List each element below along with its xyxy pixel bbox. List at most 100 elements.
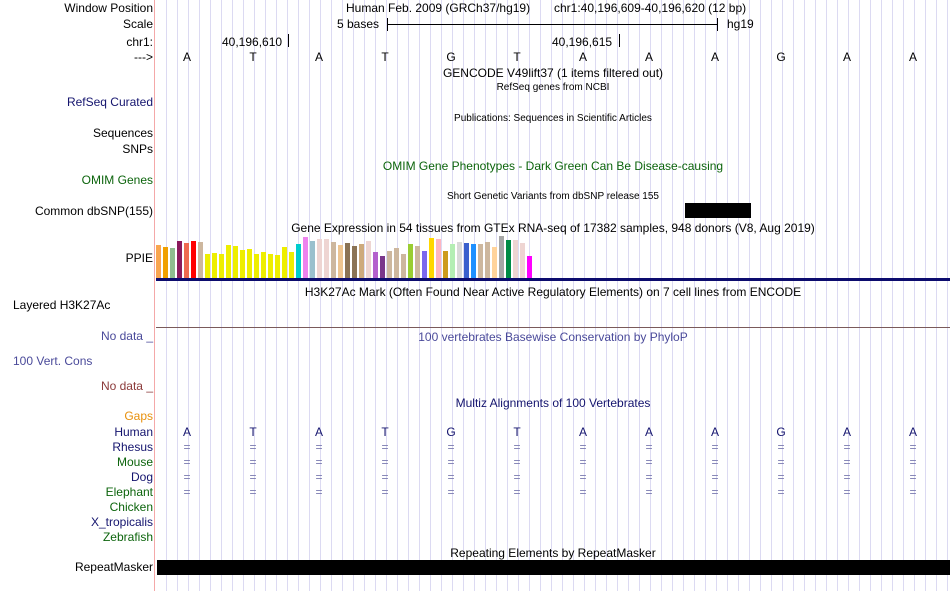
species-label[interactable]: X_tropicalis xyxy=(90,515,153,529)
gtex-tissue-bar[interactable] xyxy=(408,244,413,278)
label-omim[interactable]: OMIM Genes xyxy=(81,173,153,187)
label-gtex[interactable]: PPIE xyxy=(125,251,153,265)
gtex-tissue-bar[interactable] xyxy=(471,244,476,278)
gtex-tissue-bar[interactable] xyxy=(296,244,301,278)
gtex-tissue-bar[interactable] xyxy=(254,254,259,278)
gtex-tissue-bar[interactable] xyxy=(443,251,448,278)
gtex-tissue-bar[interactable] xyxy=(268,254,273,278)
gtex-tissue-bar[interactable] xyxy=(492,247,497,278)
track-title-dbsnp[interactable]: Short Genetic Variants from dbSNP releas… xyxy=(447,191,659,202)
gtex-tissue-bar[interactable] xyxy=(240,250,245,278)
gtex-tissue-bar[interactable] xyxy=(338,245,343,278)
species-label[interactable]: Zebrafish xyxy=(102,530,153,544)
gtex-tissue-bar[interactable] xyxy=(429,238,434,278)
track-title-phylop[interactable]: 100 vertebrates Basewise Conservation by… xyxy=(418,330,688,344)
label-refseq[interactable]: RefSeq Curated xyxy=(66,95,153,109)
gtex-tissue-bar[interactable] xyxy=(317,239,322,278)
gtex-tissue-bar[interactable] xyxy=(436,239,441,278)
label-chrom[interactable]: chr1: xyxy=(126,35,153,49)
track-title-repeatmasker[interactable]: Repeating Elements by RepeatMasker xyxy=(450,546,656,560)
species-label[interactable]: Chicken xyxy=(109,500,153,514)
gtex-tissue-bar[interactable] xyxy=(163,247,168,278)
label-dbsnp[interactable]: Common dbSNP(155) xyxy=(34,204,153,218)
gtex-tissue-bar[interactable] xyxy=(177,241,182,278)
gtex-tissue-bar[interactable] xyxy=(352,246,357,278)
gtex-tissue-bar[interactable] xyxy=(527,256,532,278)
gtex-tissue-bar[interactable] xyxy=(450,244,455,278)
track-title-omim[interactable]: OMIM Gene Phenotypes - Dark Green Can Be… xyxy=(382,159,724,173)
gtex-tissue-bar[interactable] xyxy=(520,243,525,278)
species-label[interactable]: Elephant xyxy=(105,485,153,499)
gtex-tissue-bar[interactable] xyxy=(282,247,287,278)
label-scale[interactable]: Scale xyxy=(122,17,153,31)
label-strand[interactable]: ---> xyxy=(134,50,153,64)
gtex-tissue-bar[interactable] xyxy=(219,254,224,278)
label-repeatmasker[interactable]: RepeatMasker xyxy=(74,560,153,574)
gtex-tissue-bar[interactable] xyxy=(499,236,504,278)
species-label[interactable]: Mouse xyxy=(116,455,153,469)
alignment-base: = xyxy=(579,485,587,499)
alignment-base: = xyxy=(645,470,653,484)
gtex-tissue-bar[interactable] xyxy=(373,252,378,278)
gtex-tissue-bar[interactable] xyxy=(422,251,427,278)
gtex-tissue-bar[interactable] xyxy=(394,248,399,278)
gtex-tissue-bar[interactable] xyxy=(324,239,329,278)
gtex-tissue-bar[interactable] xyxy=(464,243,469,278)
gtex-tissue-bar[interactable] xyxy=(198,242,203,278)
alignment-base: = xyxy=(645,440,653,454)
scale-bar xyxy=(387,24,717,25)
gtex-tissue-bar[interactable] xyxy=(310,241,315,278)
gtex-tissue-bar[interactable] xyxy=(261,252,266,278)
track-title-multiz[interactable]: Multiz Alignments of 100 Vertebrates xyxy=(455,396,651,410)
alignment-base: = xyxy=(447,455,455,469)
repeatmasker-element[interactable] xyxy=(157,560,950,575)
gtex-tissue-bar[interactable] xyxy=(359,244,364,278)
gtex-tissue-bar[interactable] xyxy=(387,251,392,278)
gtex-tissue-bar[interactable] xyxy=(345,243,350,278)
alignment-base: = xyxy=(381,470,389,484)
gtex-tissue-bar[interactable] xyxy=(289,252,294,278)
track-title-refseq[interactable]: RefSeq genes from NCBI xyxy=(496,82,610,93)
alignment-base: A xyxy=(710,425,719,439)
gtex-tissue-bar[interactable] xyxy=(170,248,175,278)
assembly-title: Human Feb. 2009 (GRCh37/hg19) xyxy=(346,1,531,15)
gtex-tissue-bar[interactable] xyxy=(457,242,462,278)
track-title-publications[interactable]: Publications: Sequences in Scientific Ar… xyxy=(454,113,652,124)
gtex-tissue-bar[interactable] xyxy=(233,246,238,278)
label-window-position[interactable]: Window Position xyxy=(64,1,153,15)
gtex-tissue-bar[interactable] xyxy=(275,255,280,278)
gtex-tissue-bar[interactable] xyxy=(205,254,210,278)
label-gaps[interactable]: Gaps xyxy=(124,409,153,423)
gtex-tissue-bar[interactable] xyxy=(247,249,252,278)
gtex-tissue-bar[interactable] xyxy=(478,244,483,278)
gtex-tissue-bar[interactable] xyxy=(506,240,511,278)
gtex-tissue-bar[interactable] xyxy=(226,245,231,278)
gtex-tissue-bar[interactable] xyxy=(366,241,371,278)
track-title-h3k27ac[interactable]: H3K27Ac Mark (Often Found Near Active Re… xyxy=(304,285,802,299)
species-label[interactable]: Rhesus xyxy=(112,440,153,454)
alignment-base: = xyxy=(645,485,653,499)
gtex-tissue-bar[interactable] xyxy=(303,237,308,278)
gtex-tissue-bar[interactable] xyxy=(156,245,161,278)
label-snps[interactable]: SNPs xyxy=(122,142,153,156)
gtex-tissue-bar[interactable] xyxy=(401,254,406,278)
gtex-tissue-bar[interactable] xyxy=(380,256,385,278)
alignment-base: = xyxy=(249,455,257,469)
label-sequences[interactable]: Sequences xyxy=(92,126,153,140)
gtex-tissue-bar[interactable] xyxy=(415,246,420,278)
gtex-tissue-bar[interactable] xyxy=(212,253,217,278)
label-h3k27ac[interactable]: Layered H3K27Ac xyxy=(13,298,111,312)
label-cons[interactable]: 100 Vert. Cons xyxy=(13,354,93,368)
gtex-tissue-bar[interactable] xyxy=(191,241,196,278)
gtex-tissue-bar[interactable] xyxy=(184,243,189,278)
track-title-gtex[interactable]: Gene Expression in 54 tissues from GTEx … xyxy=(291,221,815,235)
track-title-gencode[interactable]: GENCODE V49lift37 (1 items filtered out) xyxy=(442,66,664,80)
gtex-tissue-bar[interactable] xyxy=(331,242,336,278)
alignment-base: = xyxy=(315,455,323,469)
species-label[interactable]: Dog xyxy=(130,470,153,484)
species-label[interactable]: Human xyxy=(114,425,153,439)
dbsnp-variant[interactable] xyxy=(685,203,751,218)
gtex-tissue-bar[interactable] xyxy=(513,240,518,278)
gtex-tissue-bar[interactable] xyxy=(485,242,490,278)
alignment-base: = xyxy=(711,485,719,499)
